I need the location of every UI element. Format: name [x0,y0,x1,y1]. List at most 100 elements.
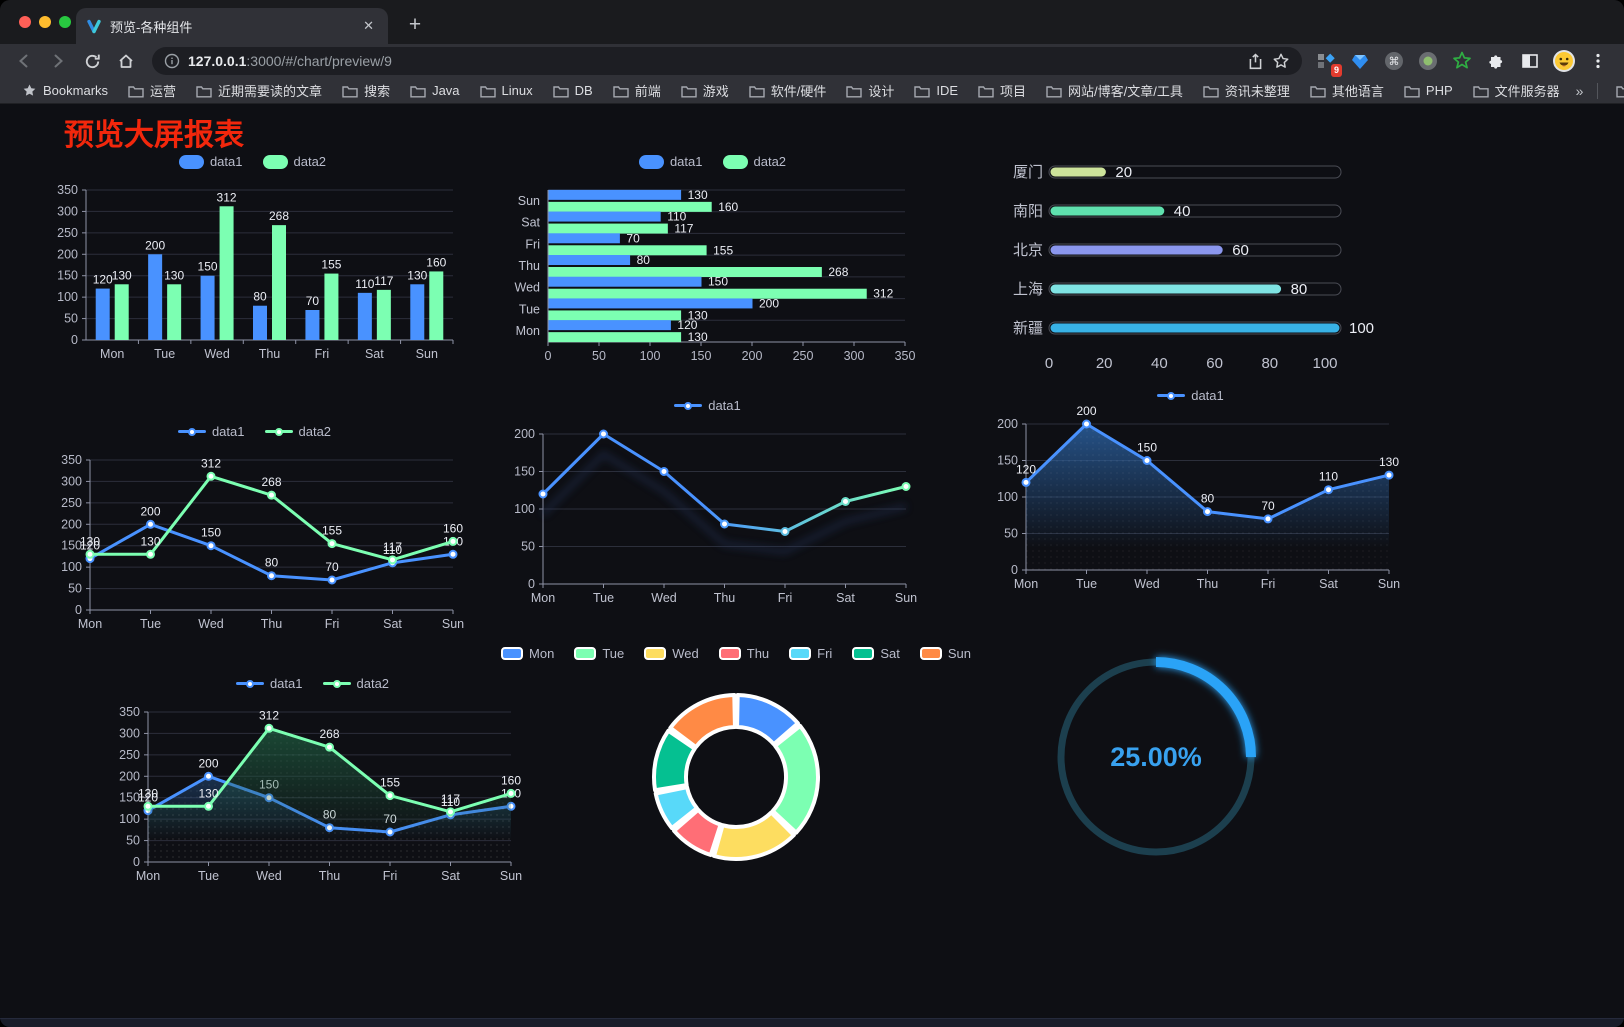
bookmark-folder[interactable]: DB [545,81,601,100]
forward-button[interactable] [44,47,72,75]
command-extension-icon[interactable]: ⌘ [1382,49,1406,73]
svg-text:130: 130 [80,534,100,548]
green-star-icon [1453,51,1471,69]
close-window-button[interactable] [19,16,31,28]
legend-item-Sun[interactable]: Sun [919,646,971,661]
bookmarks-overflow-chevron[interactable]: » [1575,82,1584,99]
reload-button[interactable] [78,47,106,75]
folder-icon [914,85,931,97]
folder-icon [342,85,358,97]
profile-avatar[interactable] [1552,49,1576,73]
svg-text:0: 0 [71,333,78,347]
svg-text:150: 150 [201,526,221,540]
pie-slice-Sat [652,728,697,793]
legend-item-data2[interactable]: data2 [262,154,326,169]
extensions-area: 9 ⌘ [1314,49,1614,77]
other-bookmarks-folder[interactable]: 其他书签 [1608,79,1624,102]
legend-item-data2[interactable]: data2 [322,676,390,691]
puzzle-extensions-button[interactable] [1484,49,1508,73]
address-bar[interactable]: 127.0.0.1:3000/#/chart/preview/9 [152,47,1302,75]
grid-extension-icon[interactable]: 9 [1314,49,1342,77]
svg-text:150: 150 [61,539,82,553]
browser-tab[interactable]: 预览-各种组件 ✕ [76,8,388,44]
grid-icon [1318,53,1335,68]
svg-text:Wed: Wed [1134,577,1160,591]
svg-text:200: 200 [997,417,1018,431]
bookmark-folder[interactable]: 近期需要读的文章 [188,79,330,102]
folder-icon [749,85,765,97]
minimize-window-button[interactable] [39,16,51,28]
bookmark-star-icon[interactable] [1272,52,1290,70]
back-button[interactable] [10,47,38,75]
legend-label: data2 [356,676,390,691]
bookmark-folder[interactable]: 前端 [605,79,669,102]
bookmark-folder[interactable]: Java [402,81,467,100]
browser-menu-button[interactable] [1586,49,1610,73]
reading-list-button[interactable] [1518,49,1542,73]
legend-item-Fri[interactable]: Fri [789,646,832,661]
svg-text:200: 200 [119,769,140,783]
new-tab-button[interactable]: + [408,13,422,36]
svg-text:50: 50 [521,540,535,554]
maximize-window-button[interactable] [59,16,71,28]
svg-text:160: 160 [443,521,463,535]
avatar-emoji-icon [1553,50,1575,72]
svg-text:80: 80 [1291,281,1308,298]
svg-text:Sat: Sat [365,347,384,361]
legend-label: Tue [602,646,625,661]
tab-close-icon[interactable]: ✕ [363,18,374,33]
legend-item-data2[interactable]: data2 [264,424,331,439]
star-extension-icon[interactable] [1450,49,1474,73]
bookmark-folder[interactable]: 其他语言 [1302,79,1392,102]
bookmark-folder[interactable]: IDE [906,81,966,100]
bookmark-folder[interactable]: 搜索 [334,79,398,102]
svg-text:120: 120 [80,539,100,553]
svg-text:100: 100 [57,290,78,304]
bookmark-folder[interactable]: 资讯未整理 [1195,79,1298,102]
legend-item-data1[interactable]: data1 [235,676,303,691]
svg-text:130: 130 [688,188,708,202]
gem-extension-icon[interactable] [1348,49,1372,73]
bookmarks-root[interactable]: Bookmarks [14,81,116,100]
legend-item-Mon[interactable]: Mon [501,646,554,661]
bookmark-folder[interactable]: 游戏 [673,79,737,102]
svg-text:40: 40 [1151,355,1168,372]
legend-item-data1[interactable]: data1 [1157,388,1224,403]
home-button[interactable] [112,47,140,75]
svg-text:200: 200 [145,238,165,252]
bookmark-folder[interactable]: Linux [472,81,541,100]
chart-legend: data1 [978,388,1403,403]
svg-text:80: 80 [1201,492,1215,506]
svg-text:300: 300 [119,726,140,740]
svg-text:Sat: Sat [1319,577,1338,591]
bookmark-folder[interactable]: 网站/博客/文章/工具 [1038,79,1191,102]
bookmark-folder[interactable]: 设计 [838,79,902,102]
bookmark-folder[interactable]: 项目 [970,79,1034,102]
legend-item-Thu[interactable]: Thu [718,646,769,661]
svg-text:Mon: Mon [136,869,160,883]
bookmark-folder[interactable]: 软件/硬件 [741,79,835,102]
legend-item-data1[interactable]: data1 [177,424,245,439]
legend-item-data1[interactable]: data1 [178,154,243,169]
site-info-icon[interactable] [164,53,180,69]
svg-text:0: 0 [1011,563,1018,577]
legend-label: Sun [947,646,971,661]
svg-text:150: 150 [119,791,140,805]
svg-text:Thu: Thu [261,617,283,631]
folder-icon [1472,85,1489,97]
bookmark-folder[interactable]: 运营 [120,79,184,102]
legend-item-Wed[interactable]: Wed [644,646,699,661]
chart-horizontal-bar: data1 data2 0 50 100 150 200 250 300 350 Sun Sat Fri… [500,148,925,368]
legend-item-data1[interactable]: data1 [638,154,703,169]
bookmark-folder[interactable]: 文件服务器 [1465,79,1568,102]
legend-item-data2[interactable]: data2 [722,154,786,169]
bookmark-folder[interactable]: PHP [1396,81,1461,100]
record-extension-icon[interactable] [1416,49,1440,73]
legend-item-Sat[interactable]: Sat [852,646,900,661]
chart-legend: Mon Tue Wed Thu Fri Sat Sun [501,646,971,661]
svg-text:Thu: Thu [259,347,281,361]
legend-item-data1[interactable]: data1 [674,398,741,413]
share-icon[interactable] [1247,52,1264,70]
legend-item-Tue[interactable]: Tue [574,646,624,661]
